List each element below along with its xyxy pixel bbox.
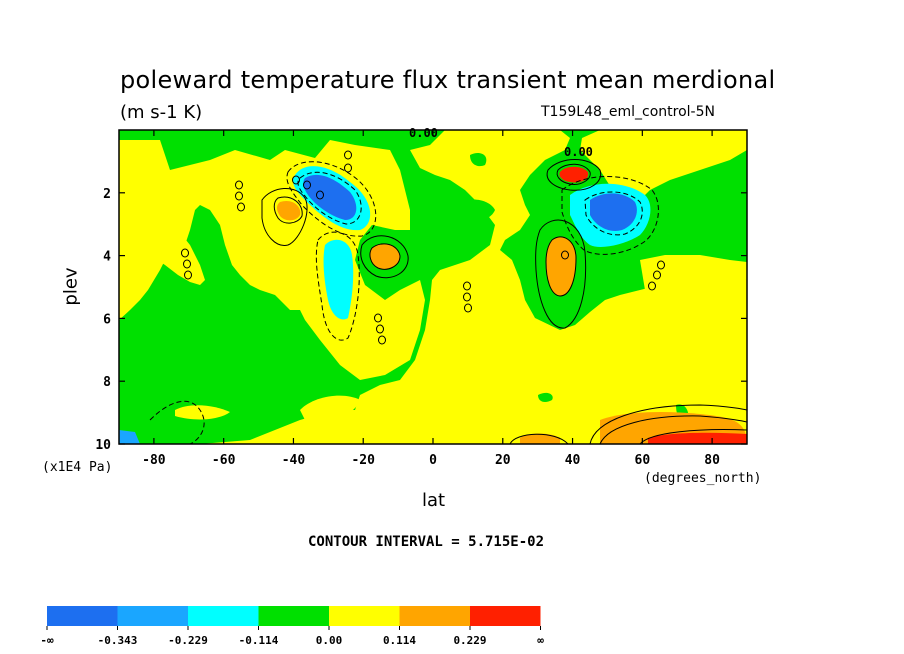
y-axis-label: plev [60, 267, 82, 306]
region-orange-positive-b [370, 243, 400, 270]
contour-line-neg-a-inner [297, 171, 362, 225]
region-yellow-island-se [300, 395, 360, 420]
x-tick-label: -80 [142, 453, 166, 468]
chart-units: (m s-1 K) [120, 102, 203, 123]
contour-line-dashed-west [149, 400, 205, 444]
contour-line-neg-b [315, 231, 360, 341]
y-scale-note: (x1E4 Pa) [42, 460, 113, 475]
x-tick-label: 60 [635, 453, 651, 468]
contour-line-pos-a-inner [273, 196, 303, 224]
pocket-green-small-1 [455, 199, 495, 223]
contour-label-upper-right: 0.00 [564, 145, 593, 159]
y-tick-label: 4 [103, 250, 111, 265]
x-tick-label: 80 [704, 453, 720, 468]
region-red-positive-upper [559, 166, 589, 183]
colorbar-swatch [470, 606, 541, 626]
x-tick-label: 40 [565, 453, 581, 468]
x-tick-label: -40 [282, 453, 306, 468]
contour-line-pos-a [261, 188, 308, 246]
contour-line-pos-c-inner [545, 236, 577, 297]
x-tick-label: -20 [351, 453, 375, 468]
colorbar-label: 0.114 [383, 634, 416, 647]
contour-line-neg-c [561, 176, 659, 255]
contour-interval-text: CONTOUR INTERVAL = 5.715E-02 [308, 534, 545, 550]
colorbar-swatch [258, 606, 329, 626]
colorbar-swatch [117, 606, 188, 626]
contour-line-pos-b [360, 235, 409, 279]
contour-line-pos-c [535, 219, 587, 329]
x-axis: -80 -60 -40 -20 0 20 40 60 80 [142, 130, 720, 468]
colorbar-label: ∞ [537, 634, 544, 647]
colorbar-label: -∞ [40, 634, 54, 647]
region-yellow-upper-right [580, 130, 747, 200]
colorbar-label: 0.229 [453, 634, 486, 647]
contour-line-pos-b-inner [369, 243, 401, 270]
region-red-surface [648, 432, 747, 444]
colorbar-swatch [329, 606, 400, 626]
pocket-green-small-2 [538, 392, 553, 403]
contour-line-red-upper [546, 159, 602, 191]
region-yellow-band-east [640, 255, 747, 290]
x-tick-label: -60 [212, 453, 236, 468]
region-yellow-center-north [119, 130, 747, 444]
contour-zero-loops [181, 150, 665, 345]
contour-line-base-small [509, 433, 569, 444]
x-axis-label: lat [422, 490, 446, 511]
contour-fills [119, 130, 747, 444]
experiment-label: T159L48_eml_control-5N [541, 104, 715, 120]
y-tick-label: 8 [103, 375, 111, 390]
region-blue-southwest-corner [119, 430, 140, 444]
x-tick-label: 20 [495, 453, 511, 468]
region-blue-negative-a [303, 174, 357, 220]
colorbar-label: 0.00 [316, 634, 343, 647]
region-orange-small-base [520, 433, 560, 444]
x-units-label: (degrees_north) [644, 471, 762, 486]
region-orange-positive-c [546, 236, 576, 296]
x-tick-label: 0 [429, 453, 437, 468]
y-tick-label: 6 [103, 312, 111, 327]
colorbar-label: -0.229 [168, 634, 208, 647]
colorbar-label: -0.343 [98, 634, 138, 647]
y-axis: 2 4 6 8 10 [95, 187, 747, 453]
colorbar-swatch [399, 606, 470, 626]
region-cyan-negative-b [323, 239, 354, 320]
colorbar-label: -0.114 [239, 634, 279, 647]
region-blue-negative-c [590, 193, 637, 231]
chart-title: poleward temperature flux transient mean… [120, 66, 776, 94]
contour-line-surface-1 [589, 404, 747, 444]
region-orange-positive-a [277, 200, 301, 221]
colorbar-swatch [47, 606, 118, 626]
contour-line-surface-3 [639, 429, 747, 444]
contour-line-red-upper-inner [556, 163, 591, 185]
colorbar: -∞ -0.343 -0.229 -0.114 0.00 0.114 0.229 ∞ [40, 606, 544, 647]
contour-line-surface-2 [599, 415, 747, 444]
region-yellow-island-sw [175, 405, 230, 420]
y-tick-label: 2 [103, 187, 111, 202]
contour-lines [149, 150, 747, 444]
contour-line-neg-c-inner [584, 191, 643, 236]
y-tick-label: 10 [95, 438, 111, 453]
colorbar-swatch [188, 606, 259, 626]
pocket-green-small-4 [470, 153, 487, 167]
